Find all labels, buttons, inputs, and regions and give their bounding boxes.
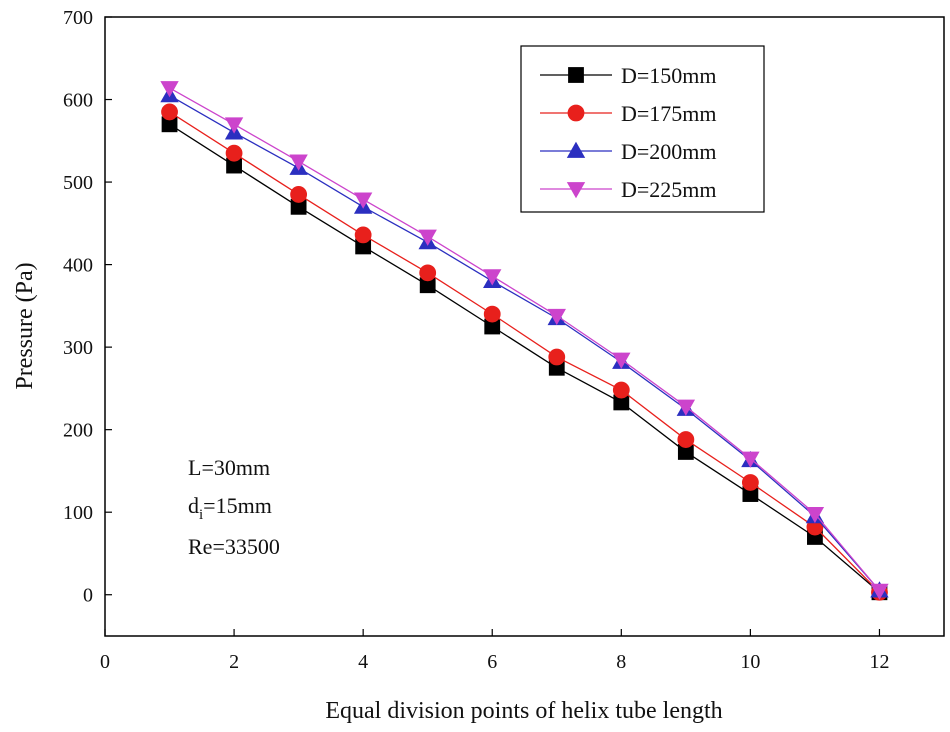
- annotation-diameter: di=15mm: [188, 493, 272, 523]
- data-point: [225, 144, 243, 162]
- x-tick-label: 6: [487, 651, 497, 673]
- x-tick-label: 2: [229, 651, 239, 673]
- data-point: [289, 154, 308, 171]
- legend-item: D=200mm: [540, 139, 717, 164]
- x-tick-label: 0: [100, 651, 110, 673]
- legend-item: D=150mm: [540, 63, 717, 88]
- legend-marker: [566, 141, 586, 158]
- x-axis-title: Equal division points of helix tube leng…: [325, 698, 722, 724]
- legend-marker: [568, 67, 584, 83]
- data-point: [290, 186, 308, 203]
- x-tick-label: 12: [869, 651, 889, 673]
- annotation-diameter-sub: i: [199, 507, 203, 523]
- annotation-block: L=30mm di=15mm Re=33500: [188, 455, 280, 559]
- y-tick-label: 400: [63, 255, 93, 277]
- y-tick-label: 0: [83, 585, 93, 607]
- legend-marker: [567, 104, 585, 122]
- legend-marker: [566, 182, 586, 199]
- legend-label: D=175mm: [621, 101, 717, 126]
- data-point: [548, 348, 566, 366]
- data-point: [224, 117, 244, 134]
- legend-item: D=175mm: [540, 101, 717, 126]
- legend-label: D=225mm: [621, 177, 717, 202]
- data-point: [741, 474, 759, 491]
- x-tick-label: 4: [358, 651, 368, 673]
- y-tick-label: 300: [63, 337, 93, 359]
- data-point: [676, 399, 696, 416]
- data-point: [418, 229, 437, 246]
- y-axis-title: Pressure (Pa): [12, 262, 38, 389]
- y-tick-label: 600: [63, 90, 93, 112]
- annotation-diameter-main: d: [188, 493, 199, 518]
- x-tick-label: 10: [740, 651, 760, 673]
- series-line: [169, 87, 880, 592]
- annotation-reynolds: Re=33500: [188, 534, 280, 559]
- series-d-225mm: [160, 81, 889, 600]
- data-point: [419, 264, 437, 282]
- data-point: [870, 583, 889, 600]
- series-line: [169, 123, 880, 593]
- annotation-length: L=30mm: [188, 455, 270, 480]
- annotation-diameter-rest: =15mm: [203, 493, 272, 518]
- legend-label: D=150mm: [621, 63, 717, 88]
- series-line: [169, 111, 880, 593]
- data-point: [612, 381, 630, 399]
- series-group: [160, 81, 889, 601]
- data-point: [612, 352, 631, 369]
- data-point: [161, 103, 178, 121]
- data-point: [354, 226, 372, 244]
- data-point: [483, 269, 502, 286]
- data-point: [741, 451, 760, 468]
- data-point: [483, 305, 501, 323]
- data-point: [805, 506, 825, 524]
- data-point: [547, 308, 566, 326]
- x-tick-label: 8: [616, 651, 626, 673]
- legend-label: D=200mm: [621, 139, 717, 164]
- legend: D=150mm D=175mm D=200mm D=225mm: [520, 45, 765, 213]
- y-tick-label: 700: [63, 7, 93, 29]
- plot-area-frame: [104, 16, 945, 637]
- series-line: [169, 94, 880, 592]
- y-tick-label: 100: [63, 502, 93, 524]
- axis-ticks: 0 2 4 6 8 10 12 0 100 200 300 400 500 600 700: [63, 7, 889, 673]
- data-point: [677, 431, 695, 448]
- y-tick-label: 200: [63, 420, 93, 442]
- legend-item: D=225mm: [540, 177, 717, 202]
- data-point: [160, 81, 179, 98]
- data-point: [353, 192, 373, 209]
- y-tick-label: 500: [63, 172, 93, 194]
- legend-box: [520, 45, 765, 213]
